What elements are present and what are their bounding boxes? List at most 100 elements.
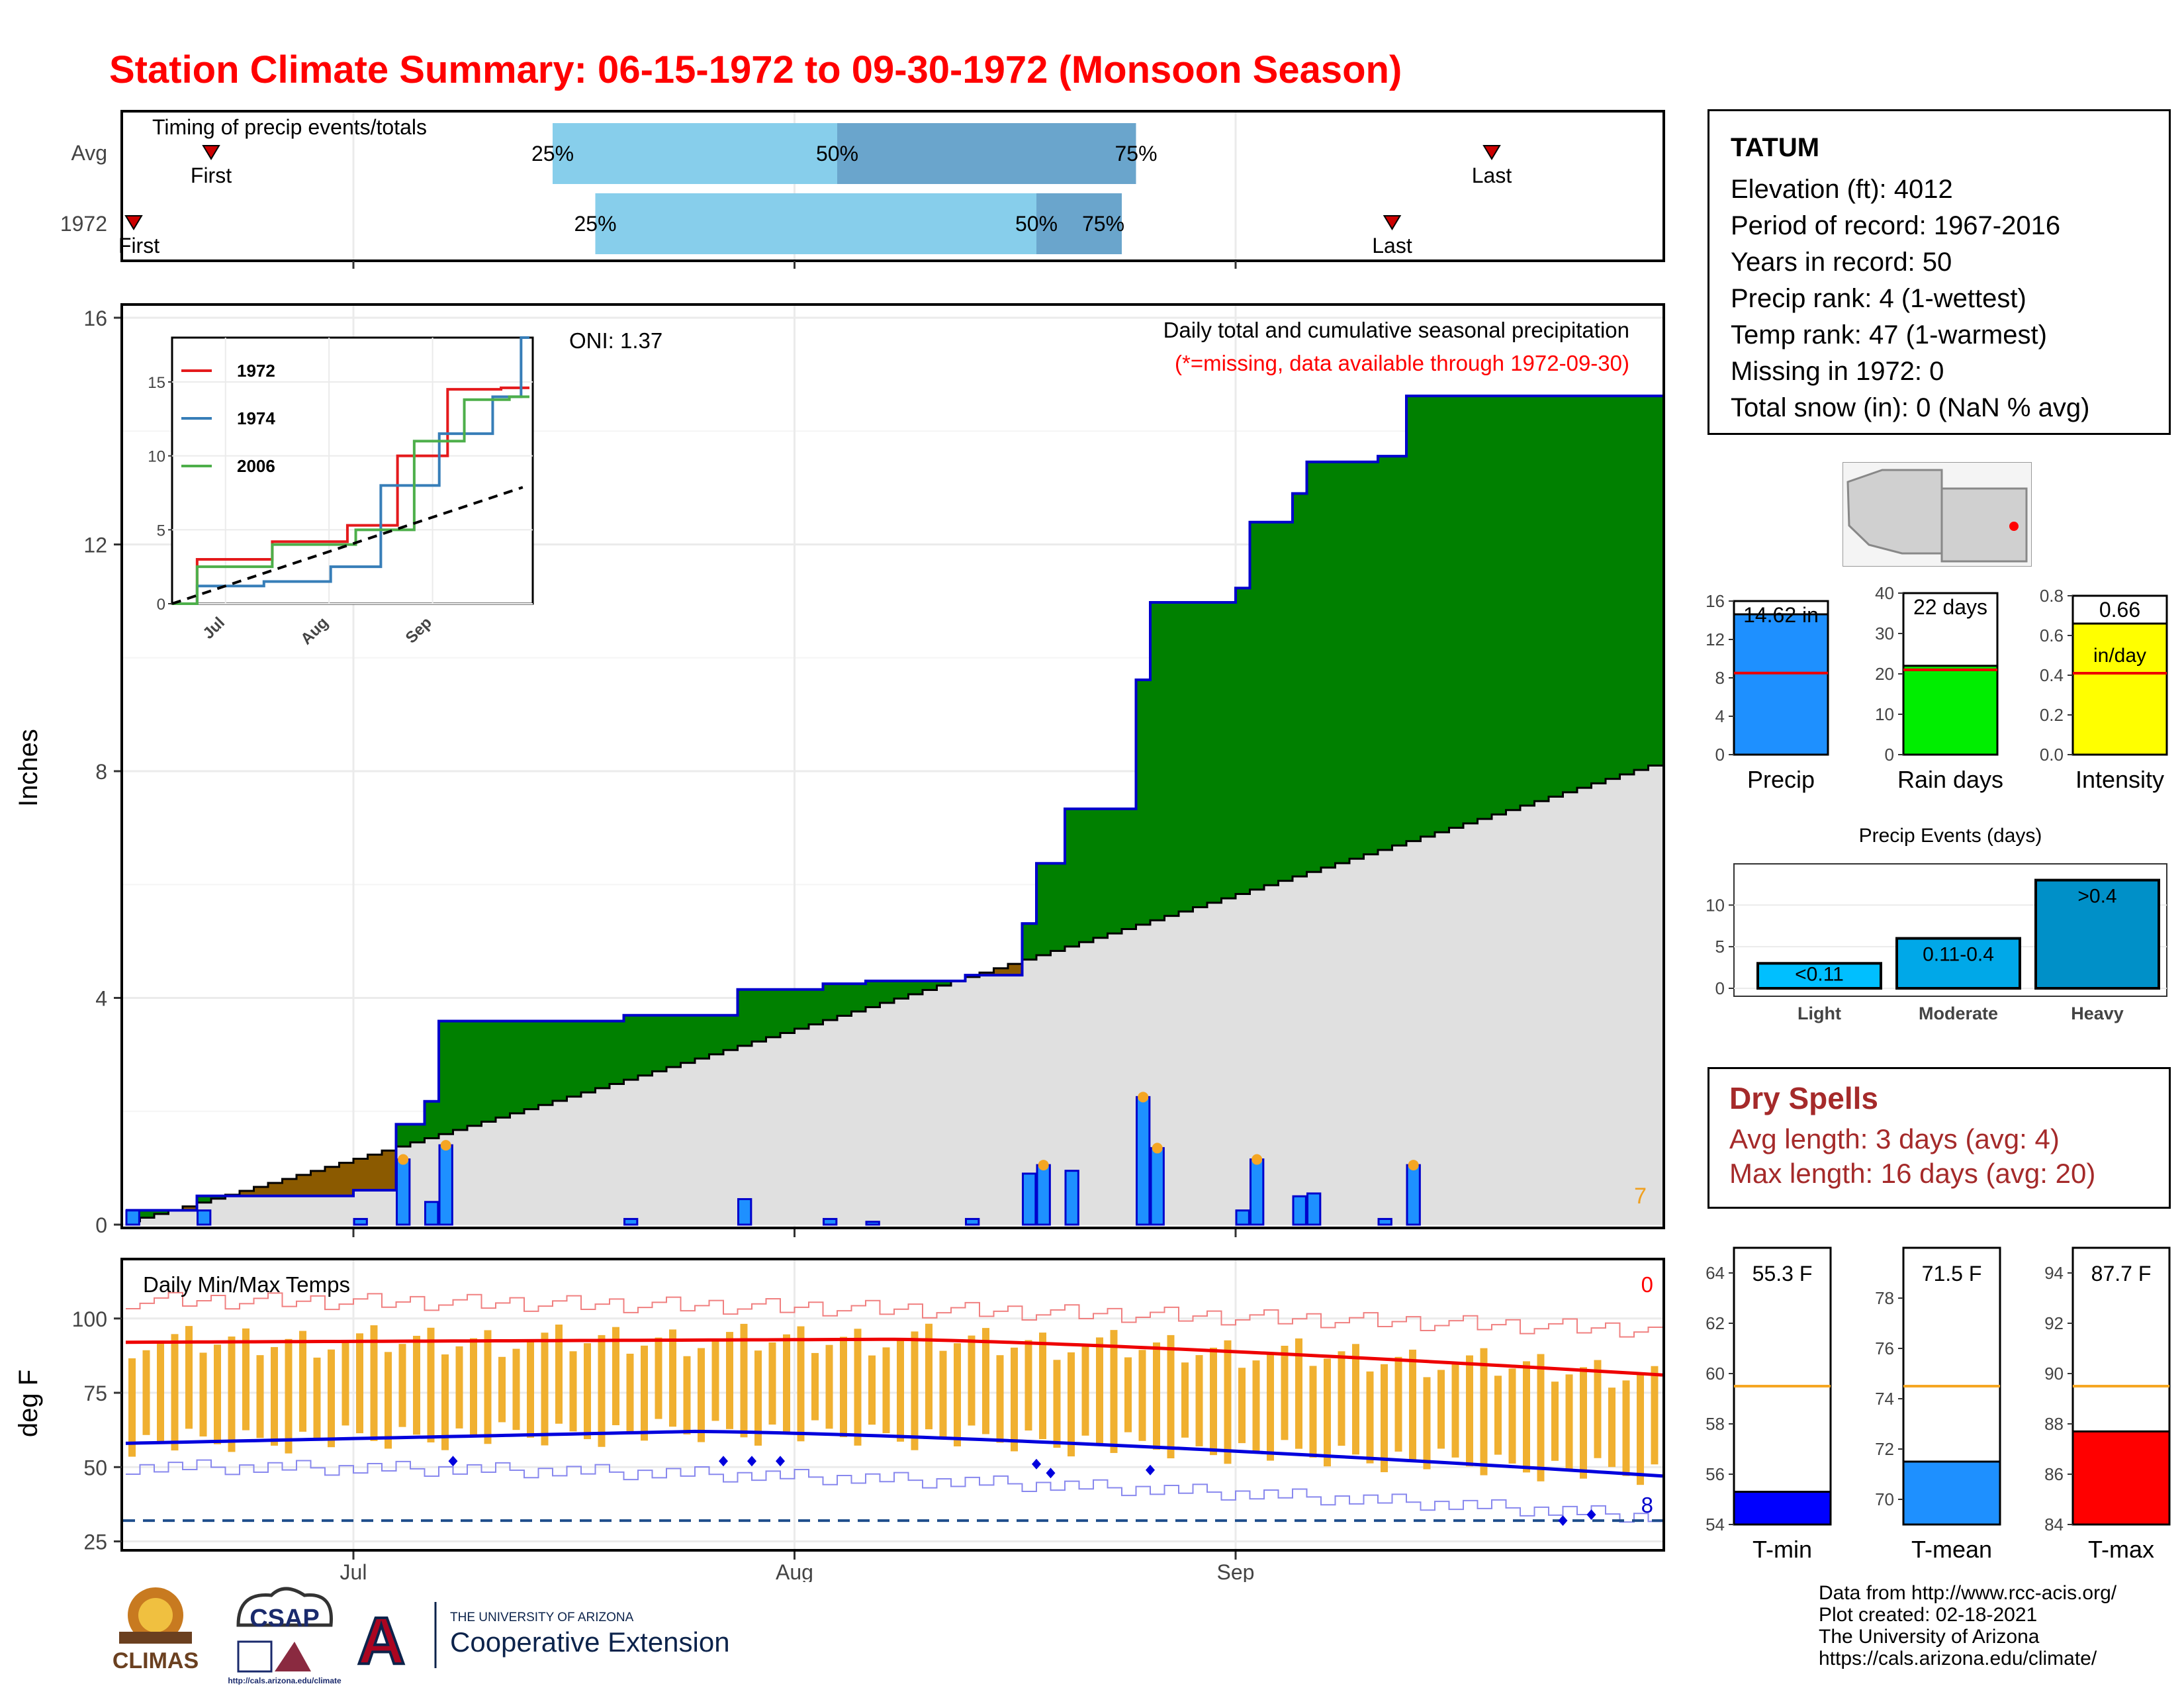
daily-temp-bar: [1195, 1355, 1203, 1446]
inset-legend-label: 2006: [237, 456, 275, 476]
credit-line: The University of Arizona: [1819, 1626, 2040, 1648]
record-low-marker: [719, 1456, 728, 1467]
timing-bar-q25-q50: [595, 193, 1036, 254]
raindays-summary-bar: [1902, 665, 1999, 756]
daily-temp-bar: [698, 1348, 705, 1442]
record-low-marker: [747, 1456, 756, 1467]
daily-temp-bar: [1309, 1366, 1317, 1458]
extreme-precip-marker: [1152, 1143, 1163, 1154]
t-mean-summary-value-label: 71.5 F: [1922, 1262, 1982, 1286]
credit-line: https://cals.arizona.edu/climate/: [1819, 1648, 2097, 1669]
intensity-summary-unit-label: in/day: [2093, 645, 2146, 667]
intensity-summary: 0.0 0.2 0.4 0.6 0.8 0.66 in/day Intensity: [2040, 586, 2168, 793]
intensity-summary-bar: [2071, 622, 2168, 756]
dry-spells-box: Dry Spells Avg length: 3 days (avg: 4) M…: [1707, 1067, 2171, 1209]
daily-temp-bar: [157, 1342, 164, 1443]
timing-first-marker: [124, 215, 143, 230]
daily-temp-bar: [1537, 1354, 1545, 1481]
extreme-precip-marker: [1138, 1092, 1149, 1103]
precip-ytick-label: 4: [95, 987, 107, 1011]
timing-first-marker: [202, 145, 220, 160]
precip-ytick-label: 8: [95, 760, 107, 784]
daily-temp-bar: [1238, 1368, 1246, 1444]
csap-logo: CSAP http://cals.arizona.edu/climate: [228, 1587, 341, 1685]
t-max-summary-ytick-label: 88: [2044, 1414, 2064, 1434]
daily-temp-bar: [398, 1344, 406, 1427]
daily-precip-bar: [1306, 1192, 1322, 1226]
daily-temp-bar: [1024, 1340, 1032, 1431]
t-min-summary-ytick-label: 60: [1706, 1364, 1725, 1383]
t-min-summary-title: T-min: [1752, 1536, 1812, 1563]
ua-logo: A THE UNIVERSITY OF ARIZONA Cooperative …: [356, 1602, 730, 1679]
daily-temp-bar: [1338, 1351, 1345, 1446]
t-mean-summary-ytick-label: 74: [1875, 1389, 1894, 1409]
daily-temp-bar: [626, 1354, 634, 1433]
daily-precip-bar: [424, 1201, 439, 1226]
daily-temp-bar: [1409, 1349, 1416, 1461]
t-max-summary: 84 86 88 90 92 94 87.7 F T-max: [2044, 1246, 2171, 1563]
daily-temp-bar: [1523, 1361, 1530, 1473]
daily-temp-bar: [641, 1345, 648, 1441]
record-low-count: 8: [1641, 1493, 1653, 1517]
precip-ytick-label: 16: [83, 306, 107, 330]
timing-bar-q25-q50: [553, 123, 837, 184]
daily-temp-bar: [1651, 1366, 1659, 1465]
daily-temp-bar: [996, 1355, 1004, 1443]
daily-precip-bar: [1235, 1209, 1250, 1226]
daily-temp-bar: [569, 1351, 577, 1432]
daily-temp-bar: [897, 1339, 904, 1442]
daily-temp-bar: [1068, 1352, 1075, 1457]
daily-precip-bar: [1022, 1172, 1037, 1226]
precip-events-chart: Precip Events (days) <0.11 Light 0.11-0.4 Mo…: [1706, 825, 2167, 1023]
record-low-marker: [1558, 1515, 1568, 1526]
daily-temp-bar: [1224, 1340, 1232, 1464]
intensity-summary-ytick-label: 0.0: [2040, 745, 2064, 765]
raindays-summary: 0 10 20 30 40 22 days Rain days: [1875, 583, 2003, 793]
daily-temp-bar: [911, 1331, 919, 1450]
t-min-summary: 54 56 58 60 62 64 55.3 F T-min: [1706, 1246, 1832, 1563]
daily-temp-bar: [1110, 1330, 1118, 1453]
daily-temp-bar: [1081, 1344, 1089, 1436]
daily-temp-bar: [385, 1352, 392, 1449]
timing-last-marker: [1383, 215, 1402, 230]
temp-ytick-label: 75: [83, 1382, 107, 1405]
daily-temp-bar: [1252, 1360, 1260, 1452]
avg-cumulative-area: [126, 765, 1662, 1225]
raindays-summary-ytick-label: 10: [1875, 704, 1894, 724]
daily-temp-bar: [726, 1332, 733, 1429]
daily-temp-bar: [341, 1341, 349, 1426]
precip-summary-ytick-label: 8: [1715, 668, 1725, 688]
daily-temp-bar: [356, 1333, 363, 1434]
daily-temp-bar: [811, 1352, 819, 1421]
t-mean-summary-ytick-label: 76: [1875, 1338, 1894, 1358]
daily-temp-bar: [1565, 1374, 1573, 1470]
daily-temp-bar: [498, 1356, 506, 1423]
daily-temp-bar: [768, 1342, 776, 1425]
precip-ylabel: Inches: [14, 729, 43, 807]
t-max-summary-ytick-label: 86: [2044, 1464, 2064, 1484]
events-ytick-label: 0: [1715, 978, 1725, 998]
record-high-line: [126, 1291, 1662, 1338]
daily-temp-bar: [285, 1338, 293, 1454]
daily-temp-bar: [470, 1338, 477, 1436]
daily-temp-bar: [256, 1355, 264, 1438]
raindays-summary-ytick-label: 20: [1875, 664, 1894, 684]
events-xtick-label: Moderate: [1919, 1004, 1998, 1023]
daily-precip-bar: [823, 1217, 838, 1226]
events-bar-label: >0.4: [2077, 886, 2116, 908]
timing-q75-label: 75%: [1082, 212, 1124, 236]
timing-bar-q50-q75: [837, 123, 1136, 184]
daily-precip-bar: [197, 1209, 212, 1226]
t-max-summary-bar: [2071, 1430, 2171, 1526]
events-bar-light: [1756, 962, 1882, 990]
daily-temp-bar: [797, 1326, 805, 1442]
daily-temp-bar: [1181, 1362, 1189, 1438]
daily-temp-bar: [1381, 1364, 1388, 1472]
timing-panel: 25% 50% 75% First Last 25% 50% 75% First Last Tim…: [60, 110, 1665, 269]
daily-temp-bar: [242, 1328, 250, 1430]
daily-temp-bar: [370, 1325, 378, 1441]
avg-max-line: [125, 1337, 1663, 1377]
t-mean-summary-ytick-label: 72: [1875, 1439, 1894, 1459]
precip-summary-ytick-label: 0: [1715, 745, 1725, 765]
daily-precip-bar: [1250, 1158, 1265, 1226]
